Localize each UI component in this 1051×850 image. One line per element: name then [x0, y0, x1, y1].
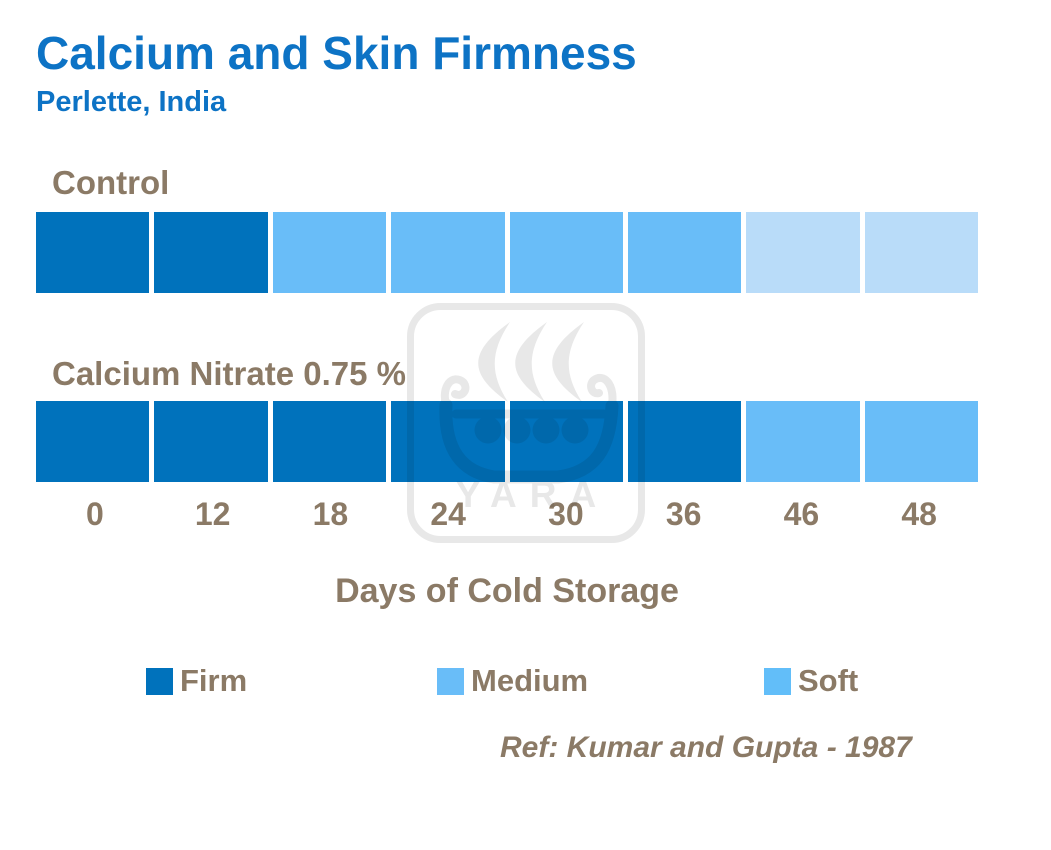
bar-segment-firm — [154, 401, 268, 482]
legend-label-soft: Soft — [798, 663, 859, 698]
x-axis-title: Days of Cold Storage — [335, 572, 679, 610]
bar-segment-firm — [272, 401, 387, 482]
bar-segment-firm — [509, 401, 623, 482]
x-axis-tick-labels: 0 12 18 24 30 36 46 48 — [36, 496, 978, 533]
bar-segment-firm — [391, 401, 505, 482]
x-tick-label: 24 — [430, 496, 466, 532]
x-tick-label: 12 — [194, 496, 231, 532]
x-tick-label: 0 — [85, 496, 104, 532]
legend-label-firm: Firm — [180, 663, 248, 698]
bar-segment-medium — [746, 401, 860, 482]
bar-segment-soft — [746, 212, 860, 293]
bar-segment-firm — [154, 212, 268, 293]
series-label-control: Control — [52, 164, 170, 201]
page-title: Calcium and Skin Firmness — [36, 27, 637, 79]
legend-swatch-firm — [146, 667, 173, 695]
bar-segment-medium — [272, 212, 387, 293]
bar-segment-firm — [36, 212, 150, 293]
series-label-calcium-nitrate: Calcium Nitrate 0.75 % — [52, 355, 406, 392]
x-tick-label: 30 — [548, 496, 584, 532]
bar-segment-firm — [36, 401, 150, 482]
bar-segment-firm — [627, 401, 742, 482]
bar-segment-soft — [864, 212, 978, 293]
legend-label-medium: Medium — [471, 663, 589, 698]
bar-segment-medium — [509, 212, 623, 293]
legend-swatch-medium — [437, 667, 464, 695]
x-tick-label: 18 — [312, 496, 349, 532]
x-tick-label: 36 — [665, 496, 702, 532]
x-tick-label: 48 — [901, 496, 937, 532]
bar-segment-medium — [627, 212, 742, 293]
reference-citation: Ref: Kumar and Gupta - 1987 — [500, 731, 912, 764]
bar-segment-medium — [391, 212, 505, 293]
legend-swatch-soft — [764, 667, 791, 695]
bar-control — [36, 212, 978, 293]
legend-item-medium: Medium — [437, 663, 588, 699]
page-subtitle: Perlette, India — [36, 86, 227, 118]
x-tick-label: 46 — [783, 496, 820, 532]
legend-item-soft: Soft — [764, 663, 858, 699]
legend-item-firm: Firm — [146, 663, 247, 699]
bar-calcium-nitrate — [36, 401, 978, 482]
bar-segment-medium — [864, 401, 978, 482]
